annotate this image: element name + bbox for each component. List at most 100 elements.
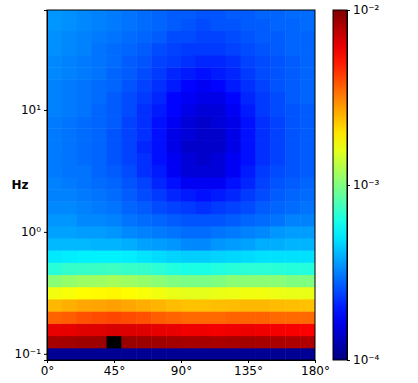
heatmap-cell xyxy=(121,140,136,153)
heatmap-cell xyxy=(285,116,300,129)
heatmap-cell xyxy=(107,55,122,68)
heatmap-cell xyxy=(47,275,62,288)
heatmap-cell xyxy=(285,177,300,190)
heatmap-cell xyxy=(136,201,151,214)
heatmap-cell xyxy=(241,116,256,129)
heatmap-cell xyxy=(181,128,196,141)
heatmap-cell xyxy=(211,201,226,214)
heatmap-cell xyxy=(47,177,62,190)
heatmap-cell xyxy=(121,336,136,349)
heatmap-cells xyxy=(47,10,315,360)
heatmap-cell xyxy=(196,299,211,312)
heatmap-cell xyxy=(270,348,285,360)
heatmap-cell xyxy=(62,177,77,190)
heatmap-cell xyxy=(47,79,62,92)
heatmap-cell xyxy=(241,299,256,312)
heatmap-cell xyxy=(62,153,77,166)
heatmap-cell xyxy=(151,153,166,166)
heatmap-cell xyxy=(211,323,226,336)
heatmap-cell xyxy=(121,116,136,129)
tick-label: 10⁻² xyxy=(353,3,380,17)
heatmap-cell xyxy=(107,311,122,324)
heatmap-cell xyxy=(285,299,300,312)
heatmap-cell xyxy=(196,201,211,214)
heatmap-cell xyxy=(136,323,151,336)
heatmap-cell xyxy=(285,287,300,300)
heatmap-cell xyxy=(226,43,241,56)
heatmap-cell xyxy=(300,31,315,44)
heatmap-cell xyxy=(47,189,62,202)
heatmap-cell xyxy=(241,189,256,202)
tick-label: 135° xyxy=(234,364,263,378)
heatmap-cell xyxy=(62,323,77,336)
heatmap-cell xyxy=(62,104,77,117)
heatmap-cell xyxy=(47,311,62,324)
heatmap-cell xyxy=(107,348,122,360)
heatmap-cell xyxy=(166,43,181,56)
heatmap-cell xyxy=(77,250,92,263)
heatmap-cell xyxy=(166,336,181,349)
heatmap-cell xyxy=(226,201,241,214)
heatmap-cell xyxy=(300,250,315,263)
heatmap-cell xyxy=(226,299,241,312)
heatmap-cell xyxy=(285,238,300,251)
heatmap-cell xyxy=(255,79,270,92)
heatmap-cell xyxy=(136,275,151,288)
heatmap-cell xyxy=(181,287,196,300)
heatmap-cell xyxy=(121,43,136,56)
heatmap-cell xyxy=(226,153,241,166)
heatmap-cell xyxy=(255,311,270,324)
heatmap-cell xyxy=(92,116,107,129)
heatmap-cell xyxy=(47,140,62,153)
heatmap-cell xyxy=(196,323,211,336)
heatmap-cell xyxy=(181,214,196,227)
heatmap-cell xyxy=(77,165,92,178)
heatmap-cell xyxy=(226,128,241,141)
heatmap-cell xyxy=(151,43,166,56)
heatmap-cell xyxy=(77,299,92,312)
heatmap-cell xyxy=(121,128,136,141)
heatmap-cell xyxy=(285,250,300,263)
heatmap-cell xyxy=(121,275,136,288)
heatmap-cell xyxy=(92,311,107,324)
heatmap-cell xyxy=(77,140,92,153)
heatmap-cell xyxy=(62,43,77,56)
tick-label: 10⁻⁴ xyxy=(353,353,380,367)
heatmap-cell xyxy=(121,287,136,300)
heatmap-cell xyxy=(136,116,151,129)
heatmap-cell xyxy=(211,287,226,300)
heatmap-cell xyxy=(121,189,136,202)
heatmap-cell xyxy=(255,43,270,56)
chart: 0°45°90°135°180°10⁻¹10⁰10¹Hz10⁻⁴10⁻³10⁻² xyxy=(0,0,418,383)
heatmap-cell xyxy=(300,311,315,324)
tick: 90° xyxy=(171,360,192,378)
heatmap-cell xyxy=(136,10,151,19)
tick: 10⁰ xyxy=(21,225,47,239)
heatmap-cell xyxy=(166,250,181,263)
heatmap-cell xyxy=(166,189,181,202)
heatmap-cell xyxy=(166,299,181,312)
heatmap-cell xyxy=(211,92,226,105)
heatmap-cell xyxy=(181,19,196,32)
heatmap-cell xyxy=(196,311,211,324)
heatmap-cell xyxy=(241,67,256,80)
heatmap-cell xyxy=(62,299,77,312)
heatmap-cell xyxy=(77,55,92,68)
heatmap-cell xyxy=(270,140,285,153)
heatmap-cell xyxy=(107,177,122,190)
heatmap-cell xyxy=(285,214,300,227)
heatmap-cell xyxy=(107,92,122,105)
heatmap-cell xyxy=(181,238,196,251)
heatmap-cell xyxy=(270,262,285,275)
y-axis-title: Hz xyxy=(11,178,28,192)
heatmap-cell xyxy=(47,287,62,300)
heatmap-cell xyxy=(196,348,211,360)
heatmap-cell xyxy=(62,348,77,360)
heatmap-cell xyxy=(211,104,226,117)
heatmap-cell xyxy=(151,311,166,324)
heatmap-cell xyxy=(255,140,270,153)
heatmap-cell xyxy=(62,311,77,324)
heatmap-cell xyxy=(181,43,196,56)
heatmap-cell xyxy=(107,104,122,117)
heatmap-cell xyxy=(211,128,226,141)
